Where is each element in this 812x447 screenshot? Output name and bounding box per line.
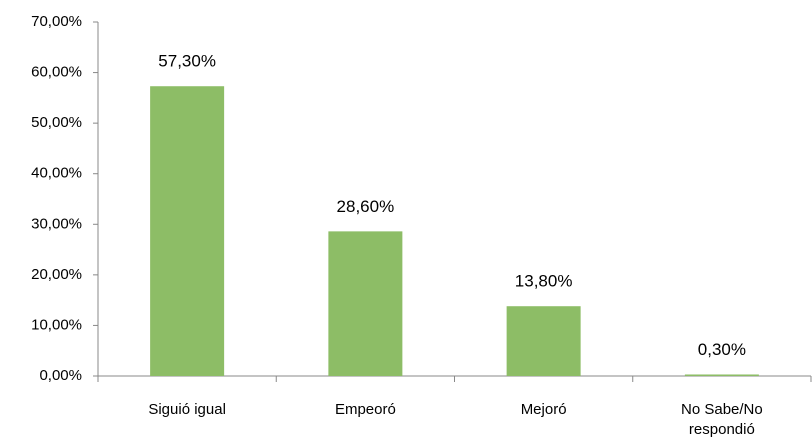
y-tick-label: 30,00% [31,215,82,232]
data-label: 0,30% [698,340,746,359]
y-tick-label: 0,00% [39,367,82,384]
bar [684,374,759,376]
y-tick-label: 60,00% [31,64,82,81]
x-tick-label: Siguió igual [148,401,226,418]
y-tick-label: 40,00% [31,165,82,182]
x-tick-label: Empeoró [334,401,396,418]
y-tick-label: 20,00% [31,266,82,283]
bar [150,86,225,377]
data-label: 28,60% [337,197,395,216]
y-tick-label: 70,00% [31,13,82,30]
bar [328,231,403,376]
bar [506,306,581,376]
data-label: 57,30% [158,52,216,71]
x-tick-label: Mejoró [520,401,567,418]
x-tick-label: No Sabe/No respondió [681,401,763,438]
data-label: 13,80% [515,272,573,291]
y-tick-label: 50,00% [31,114,82,131]
y-tick-label: 10,00% [31,316,82,333]
